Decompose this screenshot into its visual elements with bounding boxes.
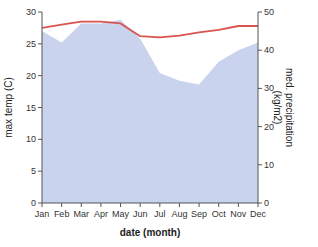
temperature-line xyxy=(42,22,258,38)
x-tick-label: Jul xyxy=(154,209,166,219)
x-tick xyxy=(159,203,160,207)
y-tick-label: 5 xyxy=(31,166,36,176)
bottom-axis-line xyxy=(42,203,258,204)
x-tick-label: Aug xyxy=(171,209,187,219)
x-tick xyxy=(81,203,82,207)
y2-tick-label: 0 xyxy=(264,198,269,208)
x-tick-label: Oct xyxy=(212,209,227,219)
x-tick-label: Jan xyxy=(35,209,50,219)
x-tick xyxy=(199,203,200,207)
x-tick xyxy=(238,203,239,207)
y-tick-label: 25 xyxy=(26,39,36,49)
x-tick-label: Jun xyxy=(133,209,148,219)
x-tick-label: Nov xyxy=(230,209,247,219)
y2-axis-label-line: med. precipitation xyxy=(284,68,295,147)
y2-tick xyxy=(258,12,262,13)
y-tick-label: 30 xyxy=(26,7,36,17)
right-axis-line xyxy=(258,12,259,203)
y2-tick-label: 10 xyxy=(264,160,274,170)
y-tick xyxy=(38,203,42,204)
y-tick-label: 20 xyxy=(26,71,36,81)
y2-axis-label: med. precipitation(kg/m2) xyxy=(272,68,295,147)
x-axis-label: date (month) xyxy=(120,227,181,238)
x-tick-label: May xyxy=(112,209,130,219)
y-tick xyxy=(38,171,42,172)
x-tick-label: Mar xyxy=(74,209,90,219)
y-tick-label: 15 xyxy=(26,103,36,113)
y-tick xyxy=(38,107,42,108)
y2-tick-label: 50 xyxy=(264,7,274,17)
x-tick xyxy=(120,203,121,207)
y-tick xyxy=(38,75,42,76)
y2-tick-label: 40 xyxy=(264,45,274,55)
y2-tick xyxy=(258,50,262,51)
y-axis-label: max temp (C) xyxy=(3,77,14,138)
x-tick xyxy=(100,203,101,207)
x-tick-label: Sep xyxy=(191,209,207,219)
y-tick xyxy=(38,139,42,140)
precipitation-area xyxy=(42,20,258,203)
axes: 05101520253001020304050JanFebMarAprMayJu… xyxy=(26,7,274,219)
x-tick-label: Apr xyxy=(94,209,108,219)
y-tick xyxy=(38,12,42,13)
x-tick xyxy=(218,203,219,207)
x-tick-label: Feb xyxy=(54,209,70,219)
x-tick-label: Dec xyxy=(250,209,267,219)
y2-tick xyxy=(258,126,262,127)
x-tick xyxy=(61,203,62,207)
y2-tick xyxy=(258,88,262,89)
x-tick xyxy=(140,203,141,207)
y-tick-label: 0 xyxy=(31,198,36,208)
y2-axis-label-line: (kg/m2) xyxy=(272,91,283,125)
x-tick xyxy=(179,203,180,207)
x-tick xyxy=(42,203,43,207)
y2-tick xyxy=(258,203,262,204)
y2-tick xyxy=(258,164,262,165)
marks xyxy=(42,20,258,203)
y-tick xyxy=(38,43,42,44)
y-tick-label: 10 xyxy=(26,134,36,144)
chart: 05101520253001020304050JanFebMarAprMayJu… xyxy=(0,0,318,247)
x-tick xyxy=(258,203,259,207)
